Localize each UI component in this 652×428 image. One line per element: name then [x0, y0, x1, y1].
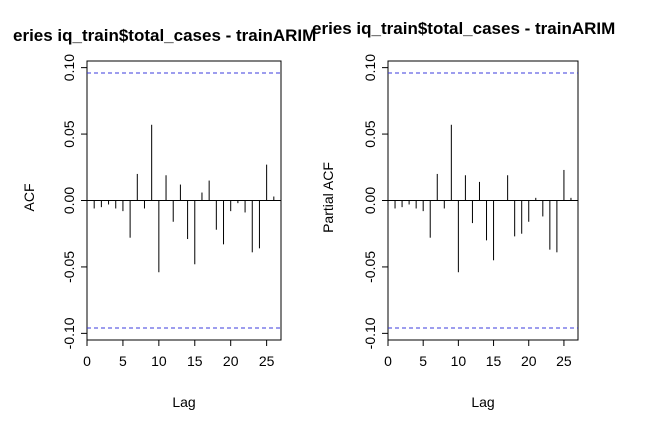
- pacf-y-tick-label: 0.10: [362, 54, 378, 81]
- pacf-panel: eries iq_train$total_cases - trainARIM 0 5…: [312, 19, 615, 410]
- acf-x-tick-label: 25: [259, 353, 275, 369]
- pacf-title: eries iq_train$total_cases - trainARIM: [312, 19, 615, 38]
- acf-x-axis-label: Lag: [172, 394, 195, 410]
- pacf-x-tick-label: 0: [384, 353, 392, 369]
- pacf-x-tick-label: 15: [486, 353, 502, 369]
- acf-x-tick-label: 10: [151, 353, 167, 369]
- acf-x-tick-label: 0: [83, 353, 91, 369]
- pacf-x-tick-label: 25: [556, 353, 572, 369]
- acf-title: eries iq_train$total_cases - trainARIM: [13, 26, 316, 45]
- pacf-x-tick-label: 5: [419, 353, 427, 369]
- acf-x-tick-label: 15: [187, 353, 203, 369]
- acf-y-tick-label: -0.10: [61, 317, 77, 349]
- pacf-y-tick-label: 0.05: [362, 120, 378, 147]
- acf-y-tick-label: 0.00: [61, 187, 77, 214]
- pacf-x-tick-label: 20: [521, 353, 537, 369]
- pacf-x-tick-label: 10: [451, 353, 467, 369]
- acf-y-tick-label: -0.05: [61, 251, 77, 283]
- pacf-x-axis-label: Lag: [471, 394, 494, 410]
- acf-x-tick-label: 5: [119, 353, 127, 369]
- acf-y-axis-label: ACF: [21, 184, 37, 212]
- acf-panel: eries iq_train$total_cases - trainARIM 0 5…: [13, 26, 316, 410]
- pacf-y-tick-label: 0.00: [362, 187, 378, 214]
- acf-y-tick-label: 0.05: [61, 120, 77, 147]
- pacf-y-tick-label: -0.10: [362, 317, 378, 349]
- acf-x-tick-label: 20: [223, 353, 239, 369]
- pacf-y-tick-label: -0.05: [362, 251, 378, 283]
- pacf-y-axis-label: Partial ACF: [320, 162, 336, 233]
- acf-y-tick-label: 0.10: [61, 54, 77, 81]
